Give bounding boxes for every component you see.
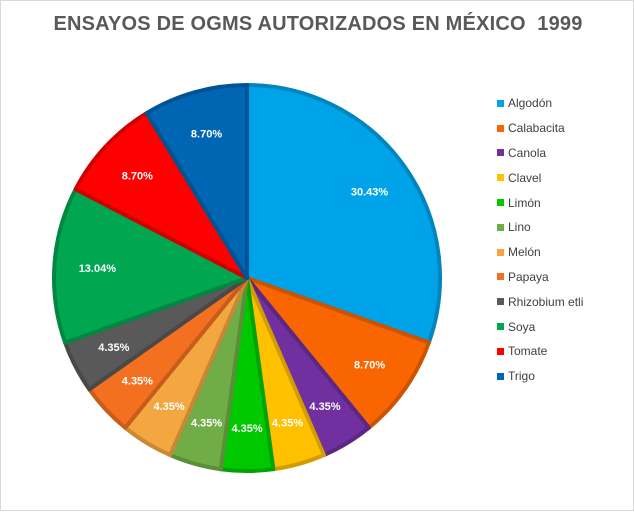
legend-item-clavel: Clavel xyxy=(497,165,583,190)
legend-label: Rhizobium etli xyxy=(508,294,584,309)
data-label-clavel: 4.35% xyxy=(272,417,303,429)
legend-swatch xyxy=(497,99,504,107)
pie-slice-algodon xyxy=(245,83,442,345)
legend: Algodón Calabacita Canola Clavel Limón Lino Me… xyxy=(497,91,583,389)
legend-item-tomate: Tomate xyxy=(497,339,583,364)
legend-swatch xyxy=(497,124,504,132)
pie-slices xyxy=(52,83,442,473)
pie-slice-soya xyxy=(52,187,249,345)
data-label-melon: 4.35% xyxy=(153,401,184,413)
legend-swatch xyxy=(497,323,504,331)
legend-swatch xyxy=(497,248,504,256)
legend-label: Lino xyxy=(508,220,531,235)
legend-item-trigo: Trigo xyxy=(497,364,583,389)
chart-title: ENSAYOS DE OGMS AUTORIZADOS EN MÉXICO 19… xyxy=(53,13,583,35)
legend-label: Algodón xyxy=(508,96,553,111)
legend-swatch xyxy=(497,223,504,231)
legend-swatch xyxy=(497,174,504,182)
legend-label: Papaya xyxy=(508,269,549,284)
legend-label: Limón xyxy=(508,195,541,210)
legend-label: Canola xyxy=(508,145,547,160)
legend-item-papaya: Papaya xyxy=(497,265,583,290)
data-label-tomate: 8.70% xyxy=(122,171,153,183)
legend-label: Clavel xyxy=(508,170,542,185)
legend-item-canola: Canola xyxy=(497,141,583,166)
legend-swatch xyxy=(497,372,504,380)
legend-swatch xyxy=(497,347,504,355)
legend-swatch xyxy=(497,273,504,281)
data-label-lino: 4.35% xyxy=(191,417,222,429)
data-label-limon: 4.35% xyxy=(231,423,262,435)
legend-label: Trigo xyxy=(508,369,535,384)
legend-item-rhizobium-etli: Rhizobium etli xyxy=(497,289,583,314)
legend-swatch xyxy=(497,199,504,207)
legend-item-limon: Limón xyxy=(497,190,583,215)
legend-item-lino: Lino xyxy=(497,215,583,240)
legend-item-algodon: Algodón xyxy=(497,91,583,116)
data-label-soya: 13.04% xyxy=(79,263,117,275)
data-label-canola: 4.35% xyxy=(309,401,340,413)
legend-item-calabacita: Calabacita xyxy=(497,116,583,141)
legend-item-soya: Soya xyxy=(497,314,583,339)
legend-item-melon: Melón xyxy=(497,240,583,265)
legend-label: Tomate xyxy=(508,344,548,359)
pie-slice-trigo xyxy=(144,83,249,280)
legend-label: Soya xyxy=(508,319,536,334)
legend-swatch xyxy=(497,149,504,157)
pie-data-labels: 30.43% 8.70% 4.35% 4.35% 4.35% 4.35% 4.35% 4.35… xyxy=(79,129,389,435)
data-label-trigo: 8.70% xyxy=(191,129,222,141)
pie-slice-tomate xyxy=(73,111,249,280)
legend-swatch xyxy=(497,298,504,306)
legend-label: Calabacita xyxy=(508,121,565,136)
legend-label: Melón xyxy=(508,245,541,260)
data-label-algodon: 30.43% xyxy=(351,186,389,198)
data-label-papaya: 4.35% xyxy=(122,375,153,387)
data-label-calabacita: 8.70% xyxy=(354,359,385,371)
data-label-rhizobium-etli: 4.35% xyxy=(98,342,129,354)
pie-slice-calabacita xyxy=(245,276,431,430)
